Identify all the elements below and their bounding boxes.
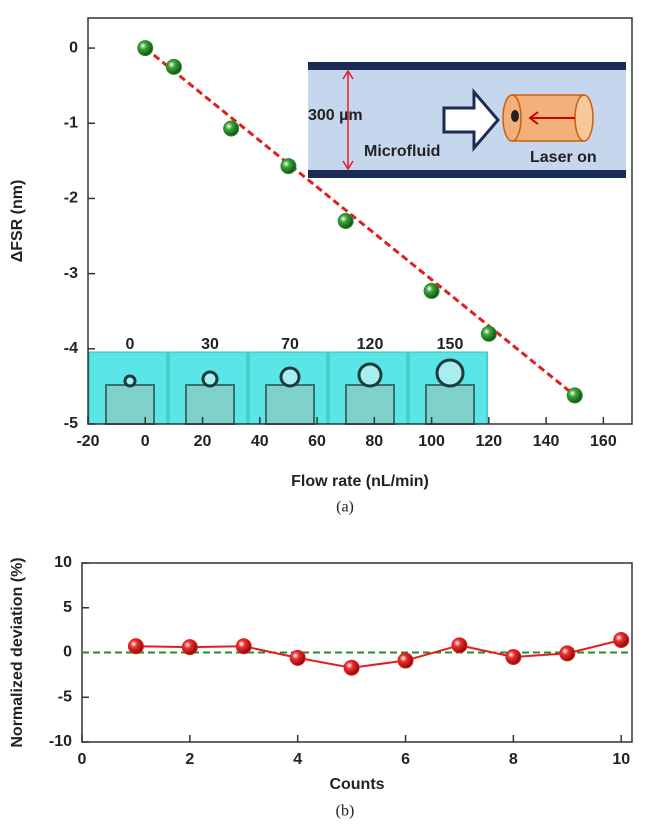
plot-frame: [87, 17, 633, 425]
data-point: [480, 325, 497, 342]
data-point: [280, 158, 297, 175]
image-label: 70: [281, 336, 299, 353]
x-tick-label: 120: [475, 433, 502, 450]
data-point: [235, 638, 252, 655]
caption: (a): [336, 499, 354, 516]
data-point: [613, 631, 630, 648]
x-tick-label: -20: [76, 433, 99, 450]
x-tick-label: 0: [78, 751, 87, 768]
data-point: [566, 387, 583, 404]
data-point: [505, 648, 522, 665]
x-tick-label: 2: [185, 751, 194, 768]
data-point: [289, 649, 306, 666]
x-tick-label: 20: [194, 433, 212, 450]
y-tick-label: 0: [69, 39, 78, 56]
x-tick-label: 100: [418, 433, 445, 450]
data-point: [451, 637, 468, 654]
data-point: [423, 282, 440, 299]
y-tick-label: 5: [63, 599, 72, 616]
series-line: [135, 638, 622, 669]
y-tick-label: -5: [58, 688, 72, 705]
bubble: [123, 374, 137, 388]
x-tick-label: 8: [509, 751, 518, 768]
x-axis-label: Flow rate (nL/min): [291, 473, 429, 490]
y-tick-label: -3: [64, 265, 78, 282]
inset-diagram: 300 µm Microfluid Laser on: [308, 62, 626, 178]
image-strip: [88, 351, 488, 425]
x-tick-label: 0: [141, 433, 150, 450]
data-point: [397, 652, 414, 669]
tube: [425, 384, 475, 425]
tube: [185, 384, 235, 425]
data-point: [343, 659, 360, 676]
image-label: 0: [126, 336, 135, 353]
x-tick-label: 6: [401, 751, 410, 768]
data-point: [223, 120, 240, 137]
inset-label: Microfluid: [364, 143, 440, 160]
x-tick-label: 60: [308, 433, 326, 450]
y-tick-label: -10: [49, 733, 72, 750]
y-tick-label: -4: [64, 340, 78, 357]
fit-line: [144, 46, 576, 397]
image-label: 120: [357, 336, 384, 353]
x-tick-label: 10: [612, 751, 630, 768]
y-tick-label: -1: [64, 114, 78, 131]
bubble: [435, 358, 465, 388]
bubble: [357, 362, 383, 388]
inset-label: 300 µm: [308, 107, 363, 124]
tube: [265, 384, 315, 425]
inset-label: Laser on: [530, 149, 597, 166]
data-point: [559, 645, 576, 662]
caption: (b): [336, 803, 355, 820]
x-tick-label: 80: [365, 433, 383, 450]
y-tick-label: 10: [54, 554, 72, 571]
x-tick-label: 140: [533, 433, 560, 450]
y-axis-label: ΔFSR (nm): [9, 180, 26, 263]
image-label: 30: [201, 336, 219, 353]
data-point: [165, 58, 182, 75]
data-point: [137, 40, 154, 57]
y-tick-label: 0: [63, 644, 72, 661]
x-axis-label: Counts: [329, 776, 384, 793]
data-point: [337, 213, 354, 229]
y-tick-label: -2: [64, 190, 78, 207]
tube: [345, 384, 395, 425]
x-tick-label: 40: [251, 433, 269, 450]
data-point: [127, 638, 144, 655]
x-tick-label: 4: [293, 751, 302, 768]
data-point: [181, 639, 198, 656]
tube: [105, 384, 155, 425]
bubble: [279, 366, 301, 388]
y-axis-label: Normalized deviation (%): [9, 557, 26, 747]
y-tick-label: -5: [64, 415, 78, 432]
x-tick-label: 160: [590, 433, 617, 450]
bubble: [201, 370, 219, 388]
image-label: 150: [437, 336, 464, 353]
